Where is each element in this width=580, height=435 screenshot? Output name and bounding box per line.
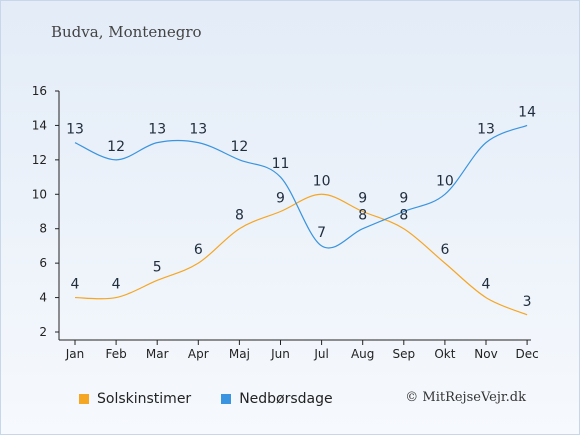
data-label-solskinstimer: 8 [235, 208, 244, 224]
data-label-solskinstimer: 10 [313, 173, 331, 189]
chart-title: Budva, Montenegro [51, 23, 202, 41]
data-label-solskinstimer: 6 [440, 242, 449, 258]
x-tick-label: Jan [65, 347, 85, 361]
data-label-nedborsdage: 13 [189, 122, 207, 138]
y-tick-label: 12 [32, 153, 47, 167]
data-label-nedborsdage: 9 [399, 191, 408, 207]
x-tick-label: Apr [188, 347, 209, 361]
data-label-nedborsdage: 14 [518, 104, 536, 120]
data-label-nedborsdage: 13 [148, 122, 166, 138]
data-label-nedborsdage: 10 [436, 173, 454, 189]
x-tick-label: Nov [474, 347, 497, 361]
legend: Solskinstimer Nedbørsdage [79, 391, 333, 407]
y-tick-label: 16 [32, 84, 47, 98]
y-tick-label: 2 [39, 325, 47, 339]
data-label-solskinstimer: 9 [358, 191, 367, 207]
x-tick-label: Okt [434, 347, 455, 361]
x-tick-label: Dec [515, 347, 538, 361]
data-label-nedborsdage: 7 [317, 225, 326, 241]
legend-label-nedborsdage: Nedbørsdage [239, 391, 333, 407]
data-label-nedborsdage: 11 [272, 156, 290, 172]
data-label-nedborsdage: 12 [230, 139, 248, 155]
legend-item-nedborsdage: Nedbørsdage [221, 391, 333, 407]
data-label-nedborsdage: 13 [477, 122, 495, 138]
data-label-solskinstimer: 9 [276, 191, 285, 207]
x-tick-label: Mar [146, 347, 169, 361]
x-tick-label: Maj [229, 347, 250, 361]
x-tick-label: Sep [392, 347, 415, 361]
legend-item-solskinstimer: Solskinstimer [79, 391, 191, 407]
data-label-solskinstimer: 4 [112, 277, 121, 293]
x-tick-label: Aug [351, 347, 374, 361]
y-tick-label: 14 [32, 118, 47, 132]
x-tick-label: Jun [270, 347, 290, 361]
series-lines [74, 124, 528, 316]
x-tick-label: Jul [313, 347, 328, 361]
series-line-nedborsdage [74, 124, 528, 249]
data-label-solskinstimer: 4 [482, 277, 491, 293]
data-label-solskinstimer: 4 [71, 277, 80, 293]
y-tick-label: 6 [39, 256, 47, 270]
y-tick-label: 10 [32, 187, 47, 201]
legend-swatch-nedborsdage [221, 394, 232, 404]
legend-label-solskinstimer: Solskinstimer [97, 391, 192, 407]
x-tick-label: Feb [105, 347, 126, 361]
data-label-nedborsdage: 12 [107, 139, 125, 155]
data-label-solskinstimer: 6 [194, 242, 203, 258]
y-tick-label: 8 [39, 222, 47, 236]
axes: 2 4 6 8 10 12 14 16 Jan Feb Mar Apr Maj Jun Jul Aug Sep O… [32, 84, 539, 361]
series-line-solskinstimer [74, 193, 528, 316]
data-label-nedborsdage: 13 [66, 122, 84, 138]
data-label-solskinstimer: 3 [523, 294, 532, 310]
copyright-text: © MitRejseVejr.dk [405, 390, 526, 405]
y-tick-label: 4 [39, 291, 47, 305]
data-label-nedborsdage: 8 [358, 208, 367, 224]
data-label-solskinstimer: 5 [153, 259, 162, 275]
legend-swatch-solskinstimer [79, 394, 89, 404]
data-label-solskinstimer: 8 [399, 208, 408, 224]
